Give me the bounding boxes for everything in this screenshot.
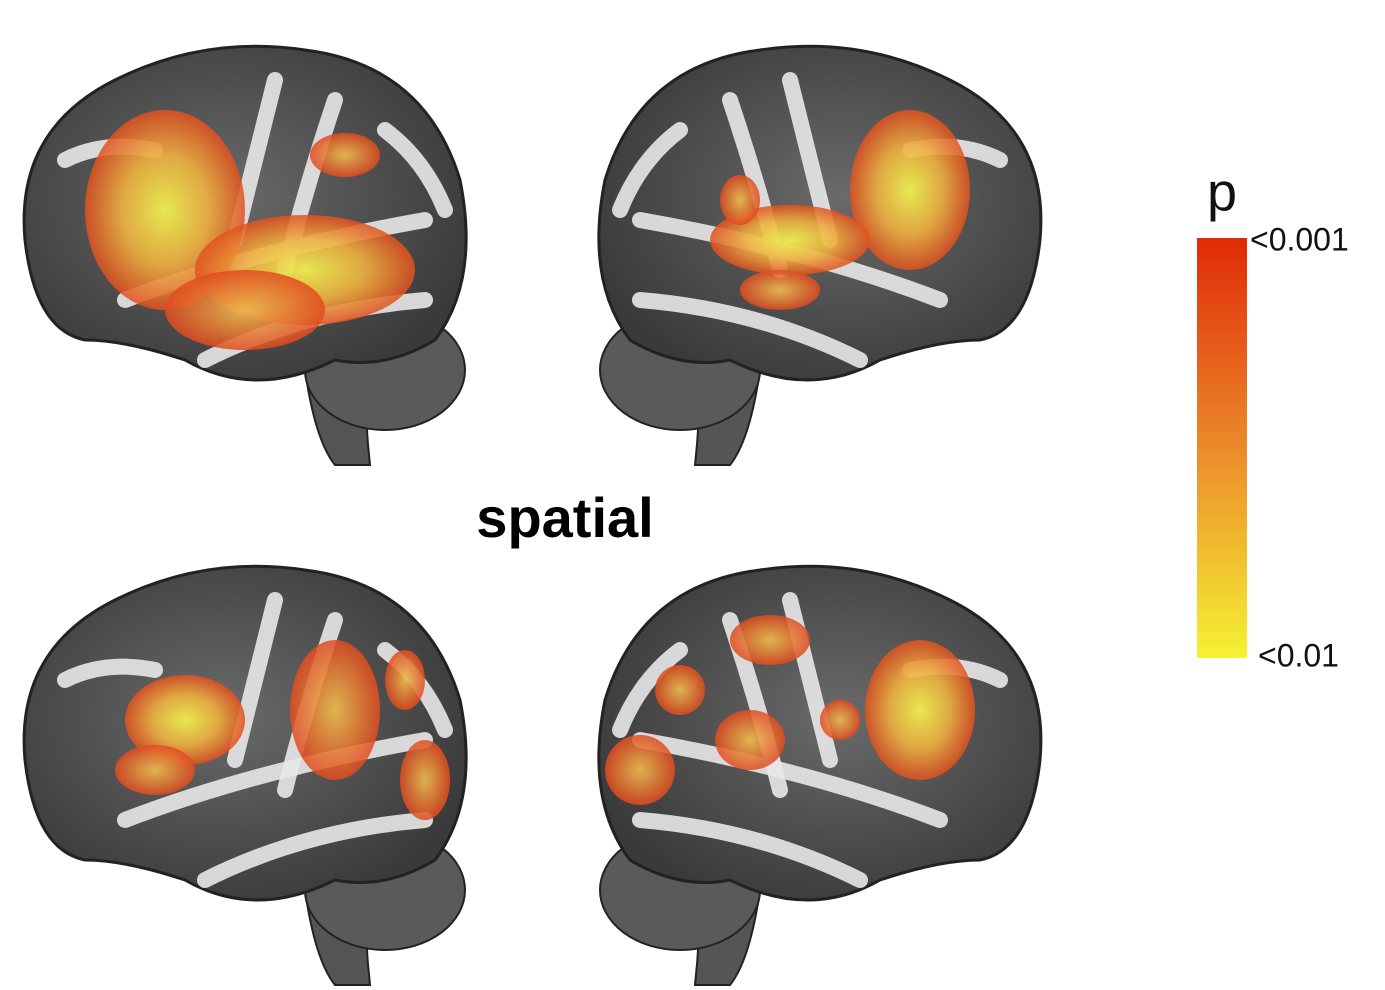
sulcus	[57, 658, 163, 688]
activation	[125, 675, 245, 765]
colorbar	[1197, 238, 1247, 658]
activation	[605, 735, 675, 805]
brain	[597, 564, 1043, 986]
sulcus	[782, 592, 838, 768]
activation	[740, 270, 820, 310]
sulcus	[117, 732, 433, 828]
activation	[655, 665, 705, 715]
activation	[165, 270, 325, 350]
brain	[22, 564, 468, 986]
activation	[385, 650, 425, 710]
activation	[865, 640, 975, 780]
activation	[290, 640, 380, 780]
sulcus	[227, 592, 283, 768]
activation	[710, 205, 870, 275]
activation	[720, 175, 760, 225]
sulcus	[197, 812, 433, 888]
sulcus	[632, 292, 868, 368]
activation	[850, 110, 970, 270]
colorbar-top-label: <0.001	[1250, 221, 1349, 257]
sulcus	[612, 122, 688, 218]
activation	[310, 133, 380, 177]
colorbar-bottom-label: <0.01	[1258, 637, 1339, 673]
activation	[730, 615, 810, 665]
colorbar-label: p	[1207, 162, 1237, 222]
figure-title: spatial	[476, 486, 653, 549]
sulcus	[377, 122, 453, 218]
brain	[597, 44, 1043, 466]
brain-renders	[22, 44, 1043, 986]
activation	[820, 700, 860, 740]
sulcus	[632, 732, 948, 828]
sulcus	[612, 642, 688, 738]
activation	[715, 710, 785, 770]
brain	[22, 44, 468, 466]
activation	[115, 745, 195, 795]
activation	[400, 740, 450, 820]
sulcus	[632, 812, 868, 888]
